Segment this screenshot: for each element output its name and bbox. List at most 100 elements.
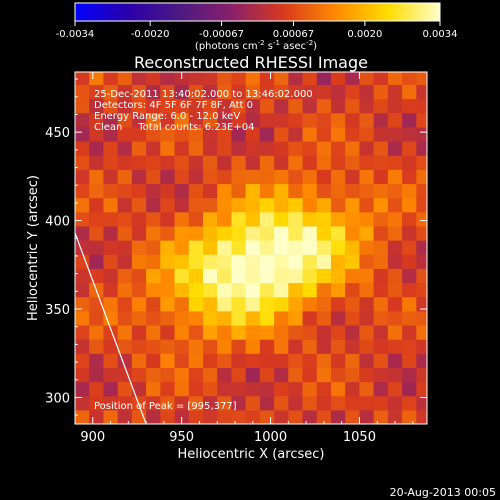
heatmap-cell [288, 112, 304, 128]
heatmap-cell [203, 395, 218, 411]
heatmap-cell [217, 140, 233, 156]
heatmap-cell [345, 84, 361, 100]
heatmap-cell [231, 381, 247, 397]
heatmap-cell [160, 169, 176, 185]
heatmap-cell [188, 409, 204, 424]
heatmap-cell [89, 197, 105, 213]
heatmap-cell [274, 310, 289, 326]
heatmap-cell [359, 155, 375, 170]
heatmap-cell [274, 254, 289, 269]
heatmap-cell [316, 324, 332, 340]
heatmap-cell [259, 140, 275, 156]
heatmap-cell [259, 324, 275, 340]
heatmap-cell [217, 282, 233, 298]
heatmap-cell [288, 324, 304, 340]
heatmap-cell [103, 112, 119, 128]
heatmap-cell [387, 225, 403, 241]
heatmap-cell [345, 282, 361, 298]
heatmap-cell [75, 225, 90, 241]
heatmap-cell [245, 409, 261, 424]
heatmap-cell [174, 126, 190, 142]
heatmap-cell [345, 169, 361, 185]
heatmap-cell [217, 197, 233, 213]
heatmap-cell [373, 72, 389, 85]
heatmap-cell [103, 254, 119, 269]
heatmap-cell [160, 225, 176, 241]
heatmap-cell [331, 126, 346, 142]
heatmap-cell [331, 282, 346, 298]
heatmap-cell [245, 183, 261, 199]
heatmap-cell [188, 240, 204, 255]
heatmap-cell [416, 197, 427, 213]
heatmap-cell [174, 381, 190, 397]
heatmap-cell [131, 324, 147, 340]
heatmap-cell [117, 155, 133, 170]
heatmap-cell [359, 324, 375, 340]
heatmap-cell [174, 310, 190, 326]
heatmap-cell [188, 197, 204, 213]
heatmap-cell [245, 282, 261, 298]
heatmap-cell [188, 296, 204, 312]
heatmap-cell [146, 268, 161, 284]
heatmap-cell [387, 72, 403, 85]
heatmap-cell [146, 339, 161, 354]
heatmap-cell [188, 395, 204, 411]
heatmap-cell [231, 240, 247, 255]
heatmap-cell [146, 367, 161, 383]
heatmap-cell [331, 381, 346, 397]
heatmap-cell [387, 112, 403, 128]
heatmap-cell [259, 282, 275, 298]
heatmap-cell [75, 211, 90, 227]
heatmap-cell [302, 169, 318, 185]
heatmap-cell [274, 155, 289, 170]
heatmap-cell [217, 169, 233, 185]
heatmap-cell [274, 225, 289, 241]
heatmap-cell [373, 84, 389, 100]
heatmap-cell [146, 310, 161, 326]
footer-date: 20-Aug-2013 00:05 [390, 486, 496, 499]
heatmap-cell [402, 282, 417, 298]
heatmap-cell [245, 296, 261, 312]
heatmap-cell [174, 155, 190, 170]
heatmap-cell [316, 169, 332, 185]
heatmap-cell [217, 183, 233, 199]
heatmap-cell [316, 112, 332, 128]
heatmap-cell [373, 367, 389, 383]
heatmap-cell [231, 310, 247, 326]
heatmap-cell [416, 211, 427, 227]
annotation-clean-counts: Clean Total counts: 6.23E+04 [94, 122, 254, 133]
heatmap-cell [103, 225, 119, 241]
heatmap-cell [402, 211, 417, 227]
y-tick-label: 400 [45, 215, 70, 230]
heatmap-cell [245, 395, 261, 411]
heatmap-cell [345, 409, 361, 424]
heatmap-cell [103, 324, 119, 340]
heatmap-cell [75, 353, 90, 368]
heatmap-cell [174, 395, 190, 411]
heatmap-cell [288, 310, 304, 326]
heatmap-cell [89, 324, 105, 340]
heatmap-cell [131, 353, 147, 368]
heatmap-cell [316, 367, 332, 383]
heatmap-cell [188, 155, 204, 170]
heatmap-cell [302, 155, 318, 170]
heatmap-cell [89, 254, 105, 269]
heatmap-cell [274, 395, 289, 411]
heatmap-cell [160, 296, 176, 312]
heatmap-cell [217, 98, 233, 114]
heatmap-cell [103, 367, 119, 383]
heatmap-cell [231, 296, 247, 312]
heatmap-cell [117, 183, 133, 199]
heatmap-cell [302, 296, 318, 312]
heatmap-cell [117, 310, 133, 326]
heatmap-cell [259, 409, 275, 424]
colorbar-tick-label: -0.0034 [56, 29, 95, 40]
heatmap-cell [359, 183, 375, 199]
heatmap-cell [331, 225, 346, 241]
heatmap-cell [146, 112, 161, 128]
heatmap-cell [402, 197, 417, 213]
heatmap-cell [345, 126, 361, 142]
heatmap-cell [402, 84, 417, 100]
heatmap-cell [131, 211, 147, 227]
heatmap-cell [402, 268, 417, 284]
